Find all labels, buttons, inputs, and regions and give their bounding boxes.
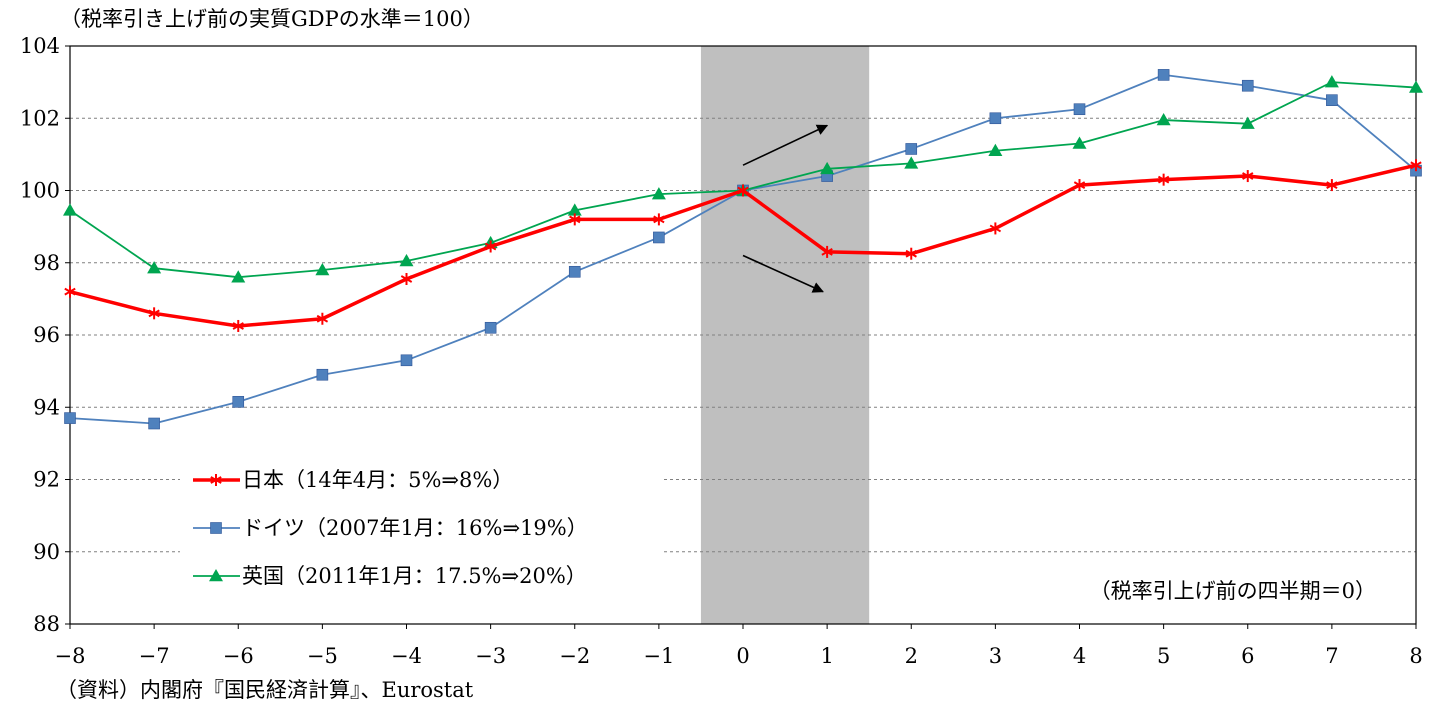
legend-label-2: 英国（2011年1月：17.5%⇒20%） <box>242 564 587 588</box>
series-1-point <box>148 417 160 430</box>
series-0-point <box>905 247 917 260</box>
series-1-point <box>484 321 497 334</box>
series-1-point <box>1241 79 1254 92</box>
series-2-point <box>315 262 330 276</box>
series-0-point <box>1242 170 1254 183</box>
series-1-point <box>232 396 245 408</box>
annotation-arrow-1 <box>742 254 824 293</box>
series-0-point <box>400 273 413 286</box>
series-2-point <box>1409 80 1423 93</box>
series-0-point <box>148 307 160 320</box>
series-0-point <box>569 213 581 226</box>
series-1-point <box>653 231 665 244</box>
x-tick-label: 7 <box>1325 644 1338 668</box>
series-2-point <box>1072 136 1087 149</box>
x-tick-label: −6 <box>223 644 254 668</box>
series-2-point <box>567 203 582 216</box>
x-tick-label: 3 <box>989 644 1002 668</box>
series-0-point <box>1410 159 1422 172</box>
series-2-point <box>63 203 77 216</box>
series-1-point <box>64 412 76 424</box>
y-tick-label: 92 <box>33 468 60 492</box>
series-2-point <box>904 156 919 169</box>
series-1-point <box>1326 94 1338 106</box>
series-2-point <box>231 270 246 283</box>
y-tick-label: 88 <box>33 612 60 636</box>
series-0-point <box>316 312 329 325</box>
series-1-point <box>316 368 329 381</box>
x-tick-label: −2 <box>559 644 590 668</box>
series-2-point <box>651 187 666 200</box>
x-tick-label: −7 <box>139 644 170 668</box>
x-tick-label: −8 <box>55 644 86 668</box>
y-tick-label: 102 <box>20 106 60 130</box>
y-tick-label: 94 <box>33 395 60 419</box>
series-1-point <box>905 143 918 155</box>
x-tick-label: −4 <box>391 644 422 668</box>
legend-label-0: 日本（14年4月：5%⇒8%） <box>242 468 513 492</box>
y-tick-label: 104 <box>20 34 60 58</box>
x-tick-label: 0 <box>736 644 749 668</box>
legend-box <box>180 458 664 598</box>
y-tick-label: 98 <box>33 251 60 275</box>
unit-label: （税率引き上げ前の実質GDPの水準＝100） <box>60 7 484 31</box>
series-2-point <box>1240 116 1255 129</box>
series-0-point <box>232 319 244 332</box>
series-1-point <box>1073 103 1086 116</box>
series-0-point <box>989 222 1002 235</box>
legend-marker-2 <box>209 569 223 582</box>
series-1-point <box>400 354 413 367</box>
series-2-point <box>399 253 414 267</box>
source-note: （資料）内閣府『国民経済計算』、Eurostat <box>56 678 474 702</box>
x-tick-label: −5 <box>307 644 338 668</box>
series-1-point <box>1157 69 1170 81</box>
series-0-point <box>1073 179 1086 192</box>
legend: 日本（14年4月：5%⇒8%） ドイツ（2007年1月：16%⇒19%） 英国（20… <box>180 458 664 598</box>
series-1-point <box>989 112 1002 125</box>
series-2-point <box>820 161 835 175</box>
x-tick-label: 2 <box>905 644 918 668</box>
series-1-point <box>568 265 581 278</box>
series-0-point <box>653 213 665 226</box>
y-tick-label: 90 <box>33 540 60 564</box>
series-0-point <box>821 245 833 258</box>
x-tick-label: 1 <box>820 644 833 668</box>
legend-marker-0 <box>210 474 222 486</box>
x-tick-label: −1 <box>643 644 674 668</box>
x-tick-label: 5 <box>1157 644 1170 668</box>
series-2-point <box>147 261 162 274</box>
y-tick-label: 96 <box>33 323 60 347</box>
x-tick-label: 4 <box>1073 644 1086 668</box>
series-2-point <box>1324 75 1339 88</box>
series-0-point <box>64 285 76 298</box>
series-0-point <box>484 240 497 253</box>
series-2-point <box>988 143 1003 157</box>
series-0-point <box>1326 179 1338 192</box>
x-tick-label: 8 <box>1409 644 1422 668</box>
x-tick-label: 6 <box>1241 644 1254 668</box>
x-tick-label: −3 <box>475 644 506 668</box>
plot-area: 88 90 92 94 96 98 100 102 104 −8 −7 −6 −5 −4 −3 −2 −1 0 1 2… <box>20 34 1423 668</box>
series-0-point <box>737 184 749 197</box>
series-0-point <box>1157 173 1170 186</box>
legend-label-1: ドイツ（2007年1月：16%⇒19%） <box>242 516 588 540</box>
series-2-point <box>1156 113 1171 126</box>
legend-marker-1 <box>210 522 222 534</box>
x-axis-note: （税率引上げ前の四半期＝0） <box>1090 579 1376 603</box>
y-tick-label: 100 <box>20 179 60 203</box>
annotation-arrow-0 <box>742 124 829 166</box>
